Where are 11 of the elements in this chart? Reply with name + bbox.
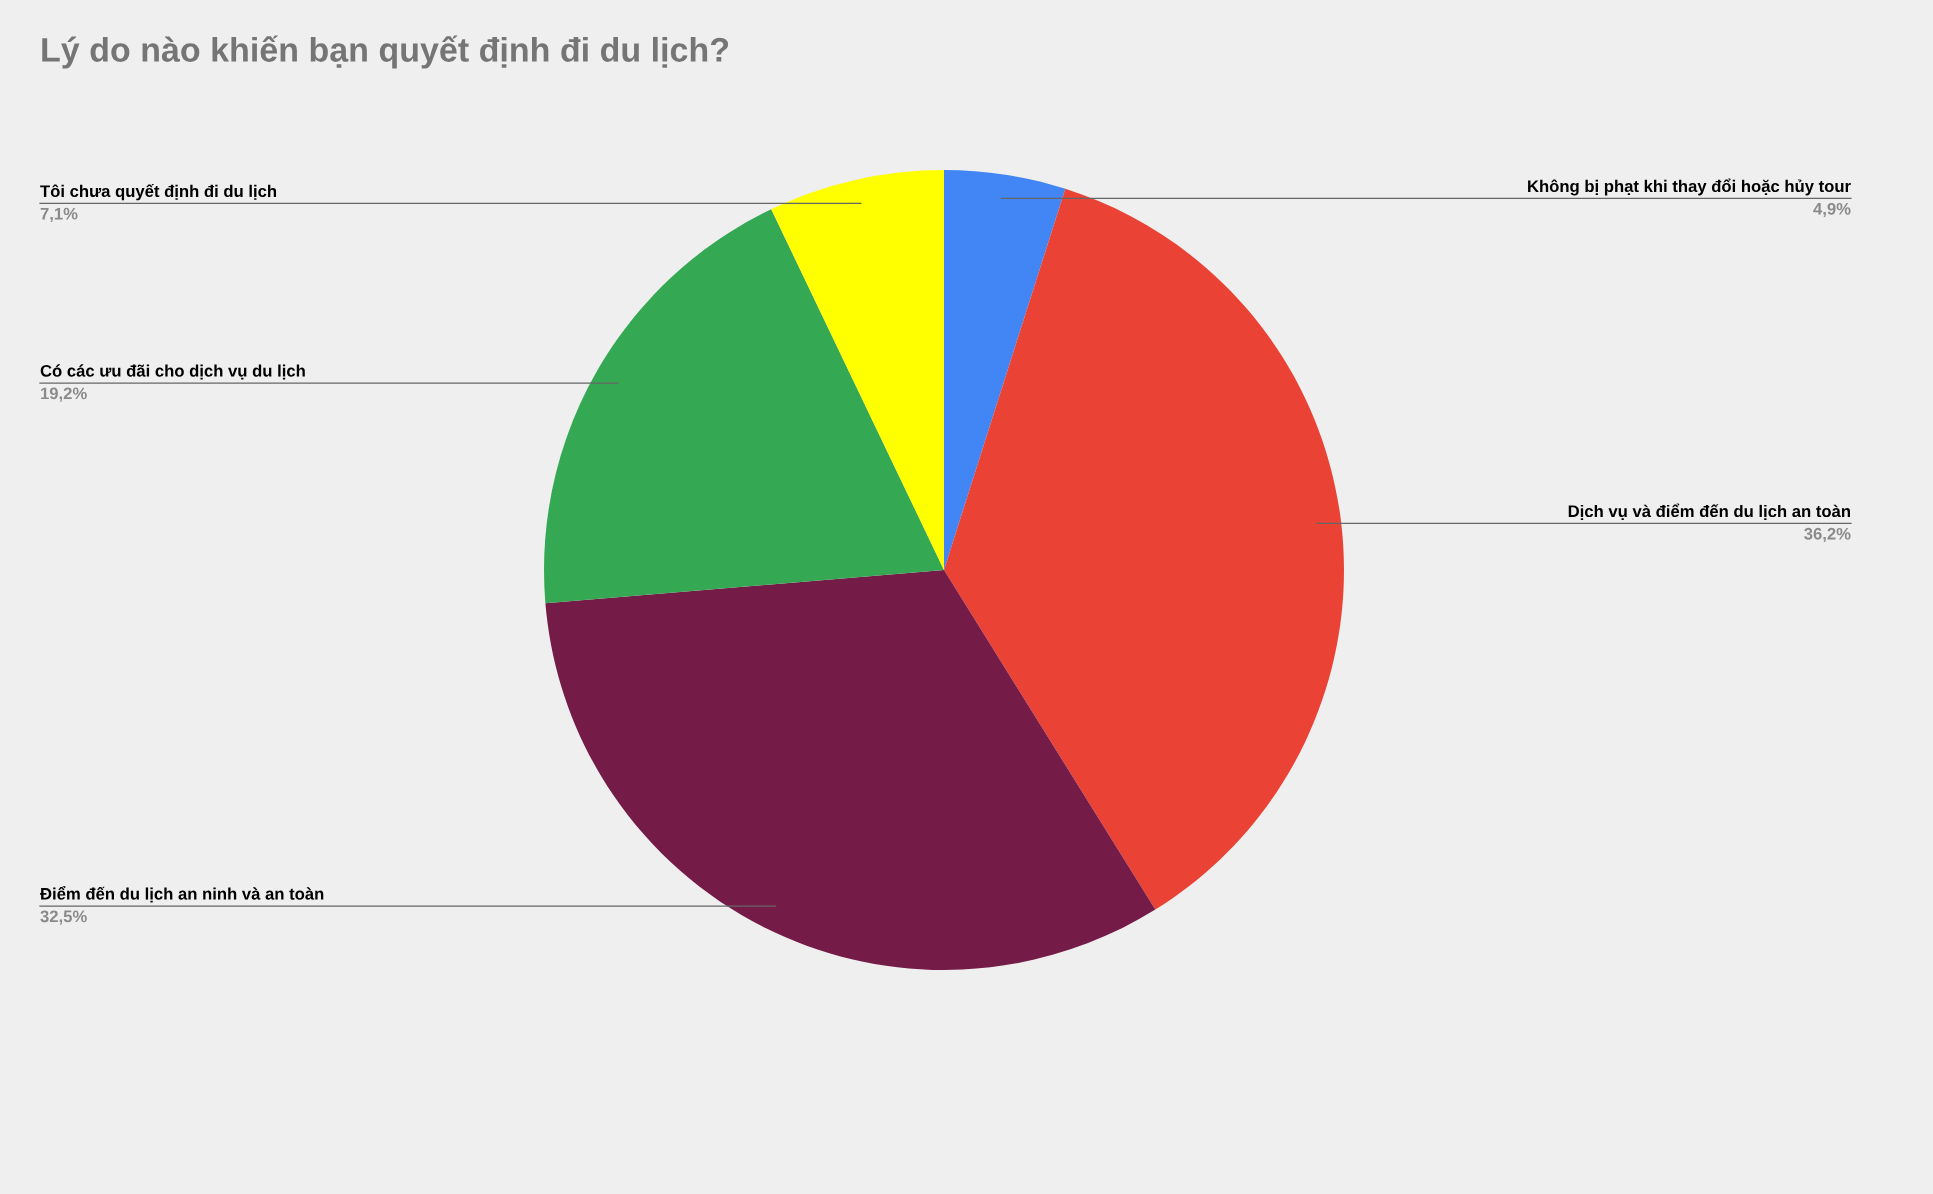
slice-label: Tôi chưa quyết định đi du lịch bbox=[40, 184, 277, 201]
data-label: 19,2% bbox=[41, 387, 87, 402]
chart-title: Lý do nào khiến bạn quyết định đi du lịch? bbox=[42, 35, 729, 69]
data-label: 32,5% bbox=[40, 910, 87, 925]
slice-label: Không bị phạt khi thay đổi hoặc hủy tour bbox=[1528, 178, 1851, 196]
data-label: 7,1% bbox=[40, 207, 78, 222]
slice-label: Dịch vụ và điểm đến du lịch an toàn bbox=[1568, 503, 1850, 520]
slice-label: Có các ưu đãi cho dịch vụ du lịch bbox=[40, 364, 305, 380]
slice-label: Điểm đến du lịch an ninh và an toàn bbox=[40, 886, 324, 903]
data-label: 36,2% bbox=[1804, 527, 1851, 543]
data-label: 4,9% bbox=[1813, 202, 1851, 218]
